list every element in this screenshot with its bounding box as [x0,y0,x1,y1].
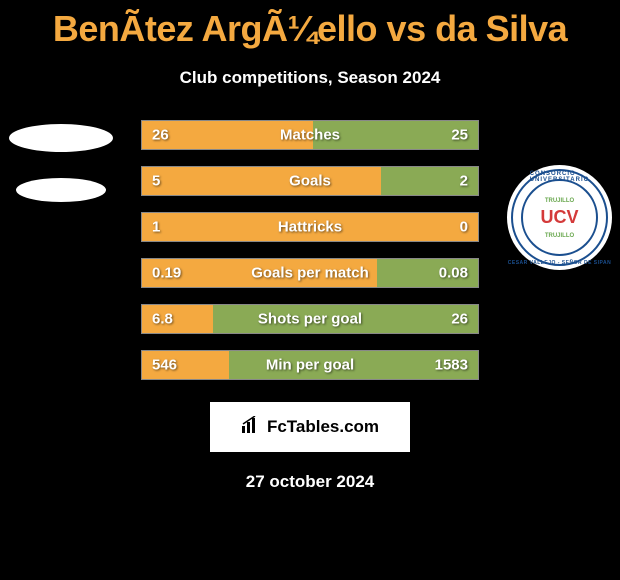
ellipse-icon [9,124,113,152]
right-team-logo: CONSORCIO UNIVERSITARIO TRUJILLO UCV TRU… [507,165,612,270]
stat-label: Shots per goal [258,311,362,328]
left-team-logo [8,114,113,219]
stat-label: Matches [280,127,340,144]
footer-brand-badge: FcTables.com [210,402,410,452]
page-title: BenÃ­tez ArgÃ¼ello vs da Silva [0,0,620,50]
stat-left-value: 5 [152,173,160,190]
badge-arc-top: CONSORCIO UNIVERSITARIO [530,171,590,183]
badge-arc-bottom: CESAR VALLEJO - SEÑOR DE SIPAN [508,260,611,266]
stat-label: Hattricks [278,219,342,236]
stat-right-value: 0 [460,219,468,236]
content-area: CONSORCIO UNIVERSITARIO TRUJILLO UCV TRU… [0,120,620,380]
stat-left-value: 6.8 [152,311,173,328]
stat-left-value: 0.19 [152,265,181,282]
badge-tag: TRUJILLO [545,198,574,204]
stat-left-value: 26 [152,127,169,144]
stat-right-value: 26 [451,311,468,328]
stat-right-value: 0.08 [439,265,468,282]
badge-tag: TRUJILLO [545,233,574,239]
stat-left-value: 1 [152,219,160,236]
stat-left-value: 546 [152,357,177,374]
stat-row: 546 Min per goal 1583 [141,350,479,380]
footer-brand-text: FcTables.com [267,417,379,437]
stat-row: 0.19 Goals per match 0.08 [141,258,479,288]
stat-right-value: 25 [451,127,468,144]
stat-row: 1 Hattricks 0 [141,212,479,242]
stat-right-value: 1583 [435,357,468,374]
subtitle: Club competitions, Season 2024 [0,68,620,88]
bar-left [142,167,381,195]
stat-row: 6.8 Shots per goal 26 [141,304,479,334]
stat-label: Goals per match [251,265,369,282]
chart-icon [241,416,263,439]
date-text: 27 october 2024 [0,472,620,492]
stat-row: 26 Matches 25 [141,120,479,150]
stat-label: Min per goal [266,357,354,374]
stat-label: Goals [289,173,331,190]
stat-row: 5 Goals 2 [141,166,479,196]
ellipse-icon [16,178,106,202]
stat-right-value: 2 [460,173,468,190]
stats-container: 26 Matches 25 5 Goals 2 1 Hattricks 0 0.19 Goals p… [141,120,479,380]
badge-center-text: UCV [540,207,578,228]
